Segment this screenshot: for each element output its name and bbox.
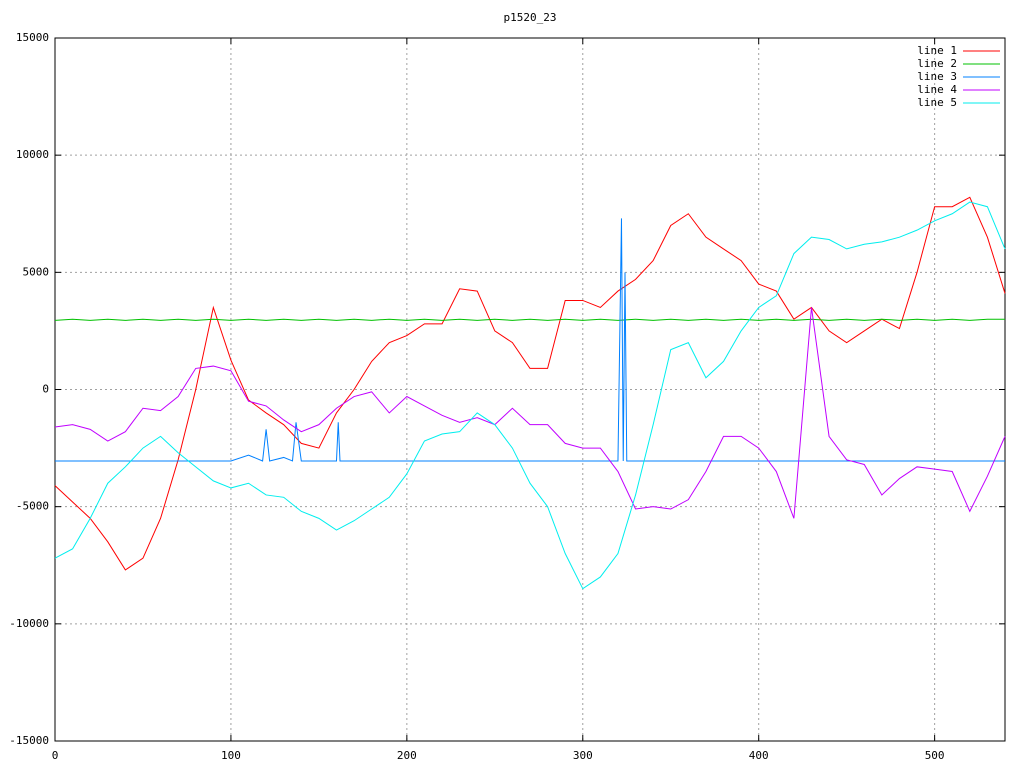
x-tick-label: 200 [397,749,417,762]
legend-label: line 2 [917,57,957,70]
x-tick-label: 400 [749,749,769,762]
series-line [54,318,1005,321]
x-tick-label: 100 [221,749,241,762]
y-tick-label: 15000 [16,31,49,44]
y-tick-label: -5000 [16,500,49,513]
x-tick-label: 500 [925,749,945,762]
series-line [54,307,1006,519]
y-tick-label: -15000 [9,734,49,747]
legend-label: line 5 [917,96,957,109]
series-line [54,201,1006,590]
x-tick-label: 300 [573,749,593,762]
chart-title: p1520_23 [504,11,557,24]
y-tick-label: 0 [42,383,49,396]
legend-label: line 1 [917,44,957,57]
y-tick-label: 10000 [16,148,49,161]
plot-frame [54,37,1006,742]
legend-label: line 3 [917,70,957,83]
legend-label: line 4 [917,83,957,96]
y-tick-label: 5000 [23,265,50,278]
series-line [55,218,1005,462]
x-tick-label: 0 [52,749,59,762]
y-tick-label: -10000 [9,617,49,630]
series-line [54,196,1006,571]
